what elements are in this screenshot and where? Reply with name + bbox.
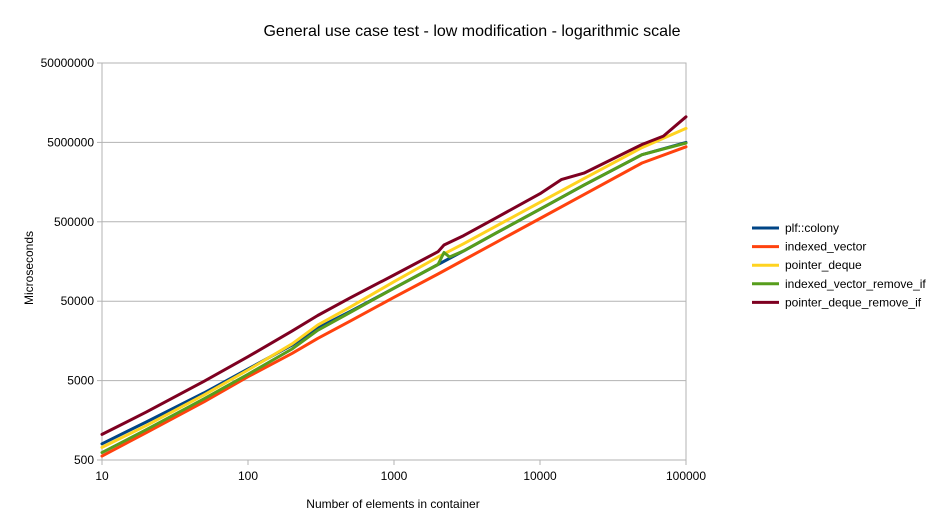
y-tick-label: 500 [74, 453, 94, 467]
legend-label-pointer-deque: pointer_deque [785, 258, 862, 272]
series-line-indexed-vector [100, 145, 688, 458]
x-tick-label: 10 [95, 469, 109, 483]
x-axis-ticks: 10 100 1000 10000 100000 [95, 460, 706, 483]
x-tick-label: 10000 [523, 469, 557, 483]
legend-label-indexed-vector-remove-if: indexed_vector_remove_if [785, 277, 926, 291]
y-tick-label: 5000 [67, 374, 94, 388]
y-tick-label: 50000000 [41, 56, 95, 70]
y-tick-label: 5000000 [47, 135, 94, 149]
y-axis-ticks: 500 5000 50000 500000 5000000 50000000 [41, 56, 102, 467]
y-tick-label: 50000 [61, 294, 95, 308]
y-axis-label: Microseconds [22, 231, 36, 305]
x-axis-label: Number of elements in container [306, 497, 479, 511]
chart-title: General use case test - low modification… [263, 23, 680, 40]
series-line-pointer-deque-remove-if [100, 115, 688, 436]
legend-label-pointer-deque-remove-if: pointer_deque_remove_if [785, 295, 922, 309]
legend-label-indexed-vector: indexed_vector [785, 240, 866, 254]
x-tick-label: 1000 [381, 469, 408, 483]
x-tick-label: 100000 [666, 469, 706, 483]
y-tick-label: 500000 [54, 215, 94, 229]
series-lines [100, 115, 688, 458]
series-line-pointer-deque [100, 126, 688, 449]
x-tick-label: 100 [238, 469, 258, 483]
legend: plf::colonyindexed_vectorpointer_dequein… [752, 221, 926, 309]
series-line-indexed-vector-remove-if [100, 141, 688, 455]
legend-label-plf-colony: plf::colony [785, 221, 839, 235]
